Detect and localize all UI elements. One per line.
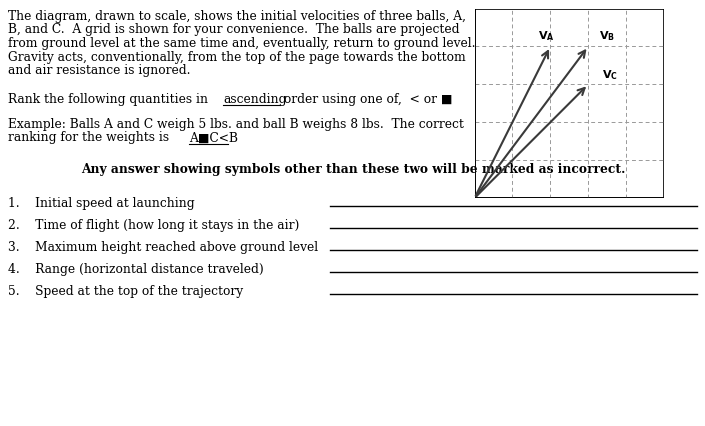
Text: ascending: ascending — [223, 92, 286, 106]
Text: Gravity acts, conventionally, from the top of the page towards the bottom: Gravity acts, conventionally, from the t… — [8, 51, 466, 63]
Text: ranking for the weights is: ranking for the weights is — [8, 132, 177, 144]
Text: and air resistance is ignored.: and air resistance is ignored. — [8, 64, 190, 77]
Text: 1.    Initial speed at launching: 1. Initial speed at launching — [8, 196, 195, 210]
Text: from ground level at the same time and, eventually, return to ground level.: from ground level at the same time and, … — [8, 37, 475, 50]
Text: B, and C.  A grid is shown for your convenience.  The balls are projected: B, and C. A grid is shown for your conve… — [8, 23, 460, 37]
Text: Example: Balls A and C weigh 5 lbs. and ball B weighs 8 lbs.  The correct: Example: Balls A and C weigh 5 lbs. and … — [8, 118, 464, 131]
Text: order using one of,  < or ■: order using one of, < or ■ — [280, 92, 453, 106]
Text: $\mathbf{V_A}$: $\mathbf{V_A}$ — [538, 29, 555, 43]
Text: $\mathbf{V_B}$: $\mathbf{V_B}$ — [599, 29, 615, 43]
Text: The diagram, drawn to scale, shows the initial velocities of three balls, A,: The diagram, drawn to scale, shows the i… — [8, 10, 466, 23]
Text: Rank the following quantities in: Rank the following quantities in — [8, 92, 212, 106]
Text: $\mathbf{V_C}$: $\mathbf{V_C}$ — [602, 69, 618, 83]
Text: 2.    Time of flight (how long it stays in the air): 2. Time of flight (how long it stays in … — [8, 219, 300, 231]
Text: Any answer showing symbols other than these two will be marked as incorrect.: Any answer showing symbols other than th… — [81, 163, 625, 176]
Text: 5.    Speed at the top of the trajectory: 5. Speed at the top of the trajectory — [8, 285, 243, 297]
Text: A■C<B: A■C<B — [189, 132, 238, 144]
Text: 4.    Range (horizontal distance traveled): 4. Range (horizontal distance traveled) — [8, 262, 264, 276]
Text: 3.    Maximum height reached above ground level: 3. Maximum height reached above ground l… — [8, 241, 318, 253]
